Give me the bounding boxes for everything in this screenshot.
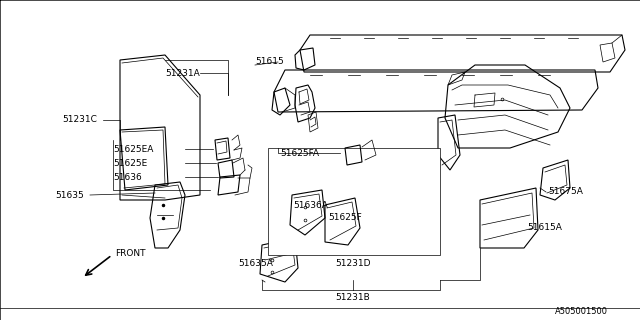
Text: 51635: 51635 (55, 190, 84, 199)
Text: 51615A: 51615A (527, 223, 562, 233)
Text: 51625EA: 51625EA (113, 145, 154, 154)
Text: 51231A: 51231A (165, 68, 200, 77)
Text: 51231D: 51231D (335, 259, 371, 268)
Text: 51625FA: 51625FA (280, 148, 319, 157)
Text: 51636: 51636 (113, 172, 141, 181)
Text: 51675A: 51675A (548, 188, 583, 196)
Text: 51636A: 51636A (293, 202, 328, 211)
Text: 51635A: 51635A (239, 259, 273, 268)
Text: 51231C: 51231C (62, 116, 97, 124)
Text: 51625F: 51625F (328, 213, 362, 222)
Text: FRONT: FRONT (115, 249, 145, 258)
Text: 51615: 51615 (255, 58, 284, 67)
Bar (268, 148, 440, 255)
Text: 51625E: 51625E (113, 158, 147, 167)
Text: 51231B: 51231B (335, 293, 371, 302)
Text: A505001500: A505001500 (555, 308, 608, 316)
